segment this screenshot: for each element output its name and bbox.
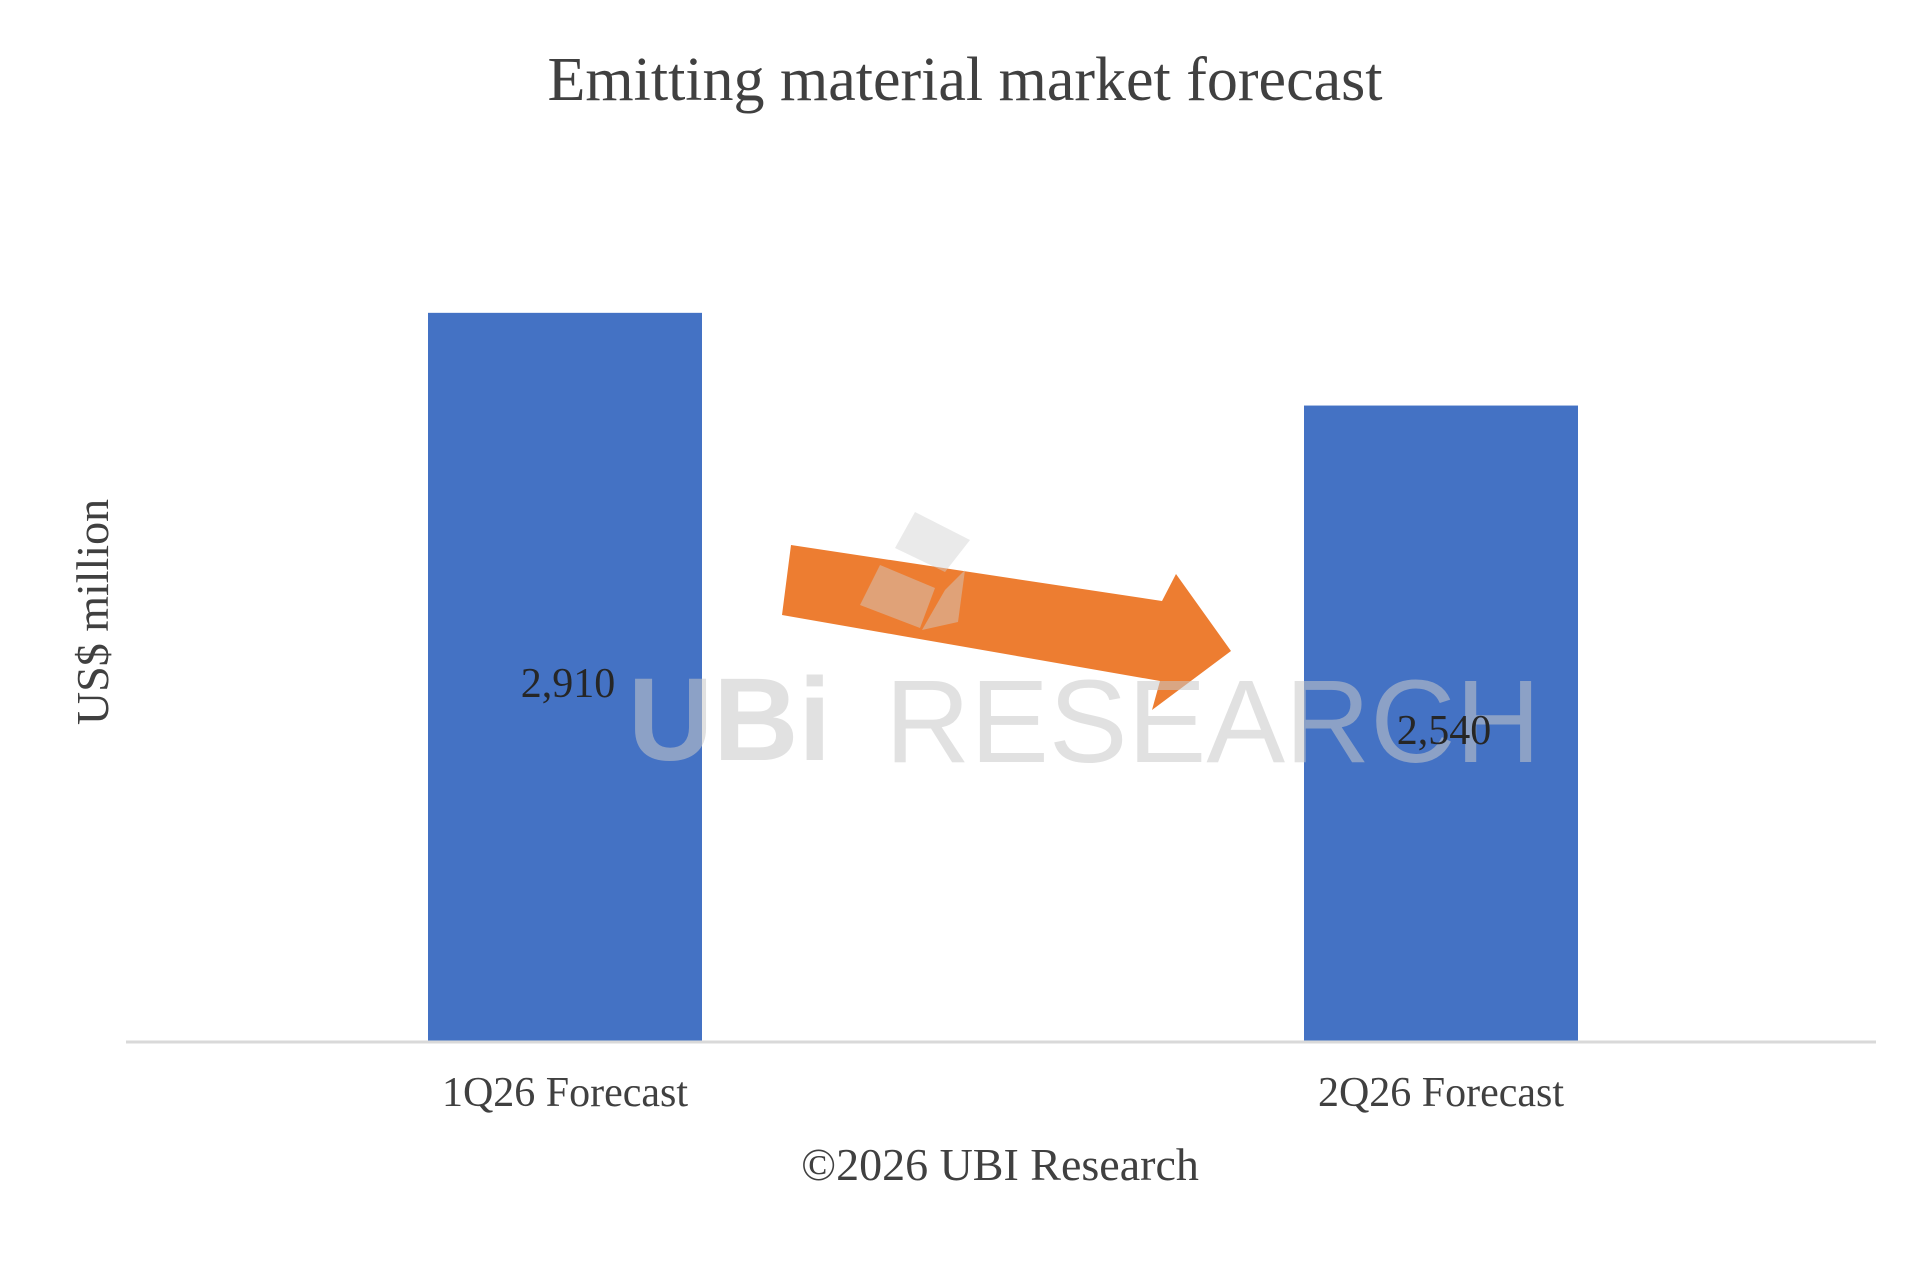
data-label: 2,540 xyxy=(1397,708,1492,754)
bar-2 xyxy=(1304,405,1578,1042)
x-tick-label: 1Q26 Forecast xyxy=(442,1070,688,1116)
watermark-logo-text: UBi xyxy=(628,654,831,786)
trend-arrow-shape xyxy=(782,545,1231,710)
x-tick-label: 2Q26 Forecast xyxy=(1318,1070,1564,1116)
watermark-cube-icon xyxy=(860,512,970,630)
trend-arrow xyxy=(782,545,1231,710)
bar-1 xyxy=(428,312,702,1042)
watermark-research-text: RESEARCH xyxy=(885,656,1541,788)
watermark-logo: UBi RESEARCH xyxy=(628,512,1541,788)
bars-layer xyxy=(428,312,1578,1042)
data-label: 2,910 xyxy=(521,661,616,707)
chart-title: Emitting material market forecast xyxy=(548,46,1383,114)
copyright-text: ©2026 UBI Research xyxy=(801,1139,1199,1190)
y-axis-label: US$ million xyxy=(67,499,118,725)
